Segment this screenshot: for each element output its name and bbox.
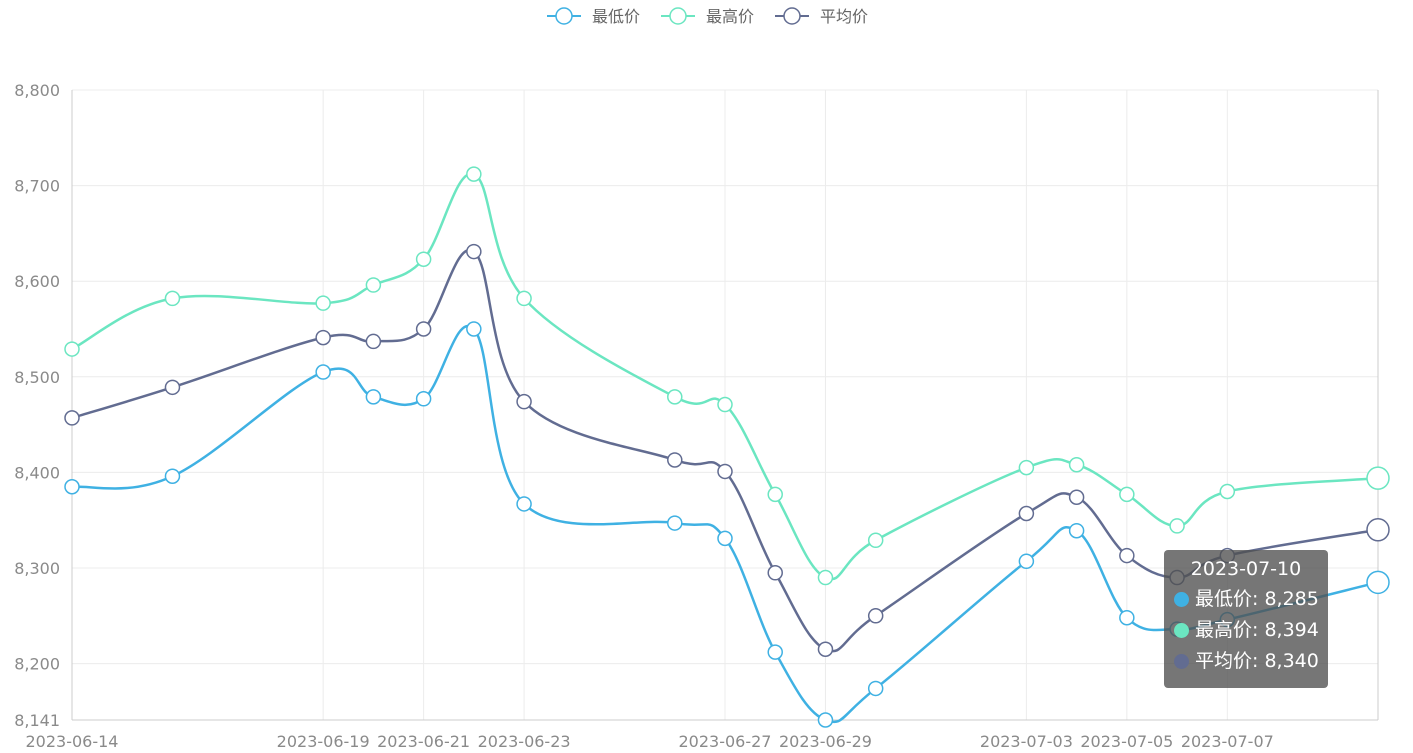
legend-label: 最低价 <box>592 7 640 26</box>
x-tick-label: 2023-07-07 <box>1181 732 1274 751</box>
data-point[interactable] <box>717 463 733 480</box>
legend-label: 最高价 <box>706 7 754 26</box>
data-point[interactable] <box>1366 466 1390 490</box>
tooltip-row-min: 最低价: 8,285 <box>1174 584 1328 615</box>
tooltip-row-max: 最高价: 8,394 <box>1174 615 1328 646</box>
data-point[interactable] <box>516 393 532 410</box>
data-point[interactable] <box>64 410 80 426</box>
data-point[interactable] <box>466 166 482 182</box>
y-tick-label: 8,700 <box>14 177 60 196</box>
legend[interactable]: 最低价 最高价 平均价 <box>547 7 868 26</box>
series-group <box>64 166 1390 728</box>
data-point[interactable] <box>1068 489 1085 506</box>
data-point[interactable] <box>717 530 733 547</box>
y-tick-label: 8,600 <box>14 272 60 291</box>
data-point[interactable] <box>1119 486 1135 503</box>
data-point[interactable] <box>164 468 181 484</box>
y-tick-label: 8,141 <box>14 711 60 730</box>
data-point[interactable] <box>1169 518 1185 534</box>
series-2 <box>64 243 1390 658</box>
data-point[interactable] <box>64 478 80 495</box>
legend-item-1[interactable]: 最高价 <box>661 7 754 26</box>
x-axis-ticks: 2023-06-14 2023-06-19 2023-06-21 2023-06-23… <box>26 732 1274 751</box>
tooltip-row-avg: 平均价: 8,340 <box>1174 646 1328 677</box>
data-point[interactable] <box>1018 505 1035 522</box>
legend-item-2[interactable]: 平均价 <box>775 7 868 26</box>
legend-marker <box>783 7 801 25</box>
data-point[interactable] <box>817 641 834 658</box>
data-point[interactable] <box>1366 570 1390 595</box>
data-point[interactable] <box>1068 522 1085 539</box>
data-point[interactable] <box>817 569 834 586</box>
data-point[interactable] <box>867 680 884 697</box>
x-tick-label: 2023-06-19 <box>277 732 370 751</box>
data-point[interactable] <box>365 277 382 293</box>
series-0 <box>64 321 1390 728</box>
tooltip-dot-avg <box>1174 654 1189 669</box>
legend-label: 平均价 <box>820 7 868 26</box>
tooltip-label-avg: 平均价: 8,340 <box>1195 650 1319 672</box>
data-point[interactable] <box>164 290 181 307</box>
data-point[interactable] <box>767 644 783 660</box>
x-tick-label: 2023-07-03 <box>980 732 1073 751</box>
y-tick-label: 8,400 <box>14 463 60 482</box>
tooltip: 2023-07-10 最低价: 8,285 最高价: 8,394 平均价: 8,… <box>1164 550 1328 688</box>
data-point[interactable] <box>1219 483 1236 500</box>
data-point[interactable] <box>767 486 783 503</box>
data-point[interactable] <box>1018 553 1035 570</box>
data-point[interactable] <box>365 389 382 405</box>
data-point[interactable] <box>415 391 432 407</box>
data-point[interactable] <box>315 329 331 346</box>
axes <box>71 90 1379 721</box>
data-point[interactable] <box>667 389 683 405</box>
x-tick-label: 2023-06-14 <box>26 732 119 751</box>
x-tick-label: 2023-06-23 <box>478 732 571 751</box>
y-tick-label: 8,500 <box>14 368 60 387</box>
data-point[interactable] <box>717 396 733 413</box>
data-point[interactable] <box>767 565 783 581</box>
series-1 <box>64 166 1390 586</box>
tooltip-label-min: 最低价: 8,285 <box>1195 588 1319 610</box>
data-point[interactable] <box>667 452 683 468</box>
x-tick-label: 2023-06-21 <box>377 732 470 751</box>
data-point[interactable] <box>516 496 532 512</box>
data-point[interactable] <box>1119 547 1135 564</box>
data-point[interactable] <box>164 379 181 396</box>
data-point[interactable] <box>817 712 834 728</box>
data-point[interactable] <box>1018 459 1035 476</box>
x-tick-label: 2023-07-05 <box>1080 732 1173 751</box>
data-point[interactable] <box>516 290 532 307</box>
tooltip-dot-min <box>1174 592 1189 607</box>
data-point[interactable] <box>415 251 432 267</box>
data-point[interactable] <box>1068 456 1085 473</box>
data-point[interactable] <box>1366 518 1390 542</box>
legend-marker <box>669 7 687 25</box>
tooltip-dot-max <box>1174 623 1189 638</box>
data-point[interactable] <box>466 321 482 337</box>
data-point[interactable] <box>64 341 80 357</box>
legend-item-0[interactable]: 最低价 <box>547 7 640 26</box>
y-tick-label: 8,200 <box>14 655 60 674</box>
data-point[interactable] <box>1119 609 1135 626</box>
tooltip-date: 2023-07-10 <box>1190 558 1302 580</box>
data-point[interactable] <box>365 333 382 350</box>
data-point[interactable] <box>466 243 482 260</box>
data-point[interactable] <box>315 295 331 311</box>
y-tick-label: 8,800 <box>14 81 60 100</box>
x-tick-label: 2023-06-29 <box>779 732 872 751</box>
x-tick-label: 2023-06-27 <box>679 732 772 751</box>
legend-marker <box>555 7 573 25</box>
data-point[interactable] <box>867 532 884 549</box>
data-point[interactable] <box>867 608 884 624</box>
data-point[interactable] <box>415 321 432 337</box>
tooltip-label-max: 最高价: 8,394 <box>1195 619 1319 641</box>
data-point[interactable] <box>667 515 683 531</box>
y-tick-label: 8,300 <box>14 559 60 578</box>
data-point[interactable] <box>315 364 331 380</box>
y-axis-ticks: 8,800 8,700 8,600 8,500 8,400 8,300 8,200 8,141 <box>14 81 60 730</box>
